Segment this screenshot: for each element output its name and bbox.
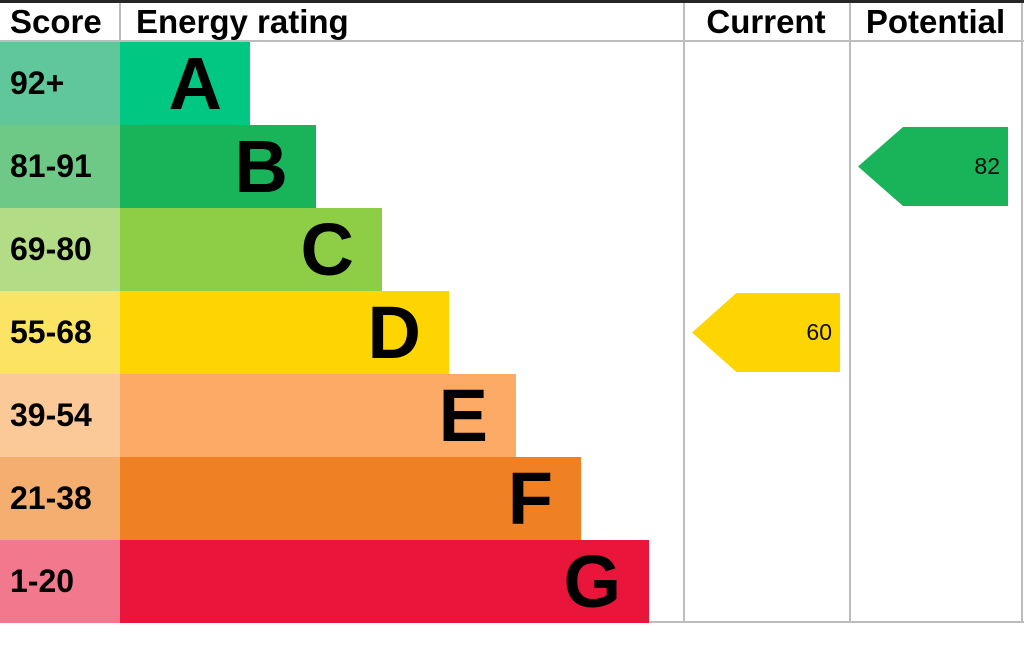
header-column-separator	[119, 3, 121, 40]
band-bar-g: G	[120, 540, 649, 623]
potential-rating-value: 82	[974, 153, 1000, 179]
score-range-g: 1-20	[0, 540, 120, 623]
score-range-e: 39-54	[0, 374, 120, 457]
band-bar-c: C	[120, 208, 382, 291]
table-right-rule	[1021, 3, 1023, 623]
potential-column-left-rule	[849, 3, 851, 623]
header-energy-rating: Energy rating	[136, 3, 349, 40]
band-bar-d: D	[120, 291, 449, 374]
header-score: Score	[10, 3, 102, 40]
band-row-a: 92+ A	[0, 42, 683, 125]
score-range-a: 92+	[0, 42, 120, 125]
band-letter-a: A	[168, 41, 222, 125]
score-range-d: 55-68	[0, 291, 120, 374]
header-potential: Potential	[865, 3, 1006, 40]
band-letter-f: F	[507, 456, 553, 540]
header-current: Current	[706, 3, 826, 40]
score-range-b: 81-91	[0, 125, 120, 208]
band-letter-c: C	[300, 207, 354, 291]
band-row-e: 39-54 E	[0, 374, 683, 457]
band-letter-d: D	[367, 290, 421, 374]
band-rows: 92+ A 81-91 B 69-80 C 55-68 D 39-54 E 21-38 F 1-20 G	[0, 42, 683, 623]
score-range-f: 21-38	[0, 457, 120, 540]
potential-rating-arrow: 82	[858, 127, 1008, 206]
top-border-rule	[0, 0, 1024, 3]
score-range-c: 69-80	[0, 208, 120, 291]
current-rating-arrow: 60	[692, 293, 840, 372]
band-bar-b: B	[120, 125, 316, 208]
band-bar-f: F	[120, 457, 581, 540]
band-letter-b: B	[234, 124, 288, 208]
band-bar-e: E	[120, 374, 516, 457]
band-row-d: 55-68 D	[0, 291, 683, 374]
band-row-b: 81-91 B	[0, 125, 683, 208]
chart-header: Score Energy rating Current Potential	[0, 3, 1024, 40]
band-letter-g: G	[563, 539, 621, 623]
current-column-left-rule	[683, 3, 685, 623]
band-row-g: 1-20 G	[0, 540, 683, 623]
band-row-c: 69-80 C	[0, 208, 683, 291]
header-bottom-rule	[0, 40, 1024, 42]
current-rating-value: 60	[806, 319, 832, 345]
band-bar-a: A	[120, 42, 250, 125]
band-letter-e: E	[438, 373, 488, 457]
band-row-f: 21-38 F	[0, 457, 683, 540]
